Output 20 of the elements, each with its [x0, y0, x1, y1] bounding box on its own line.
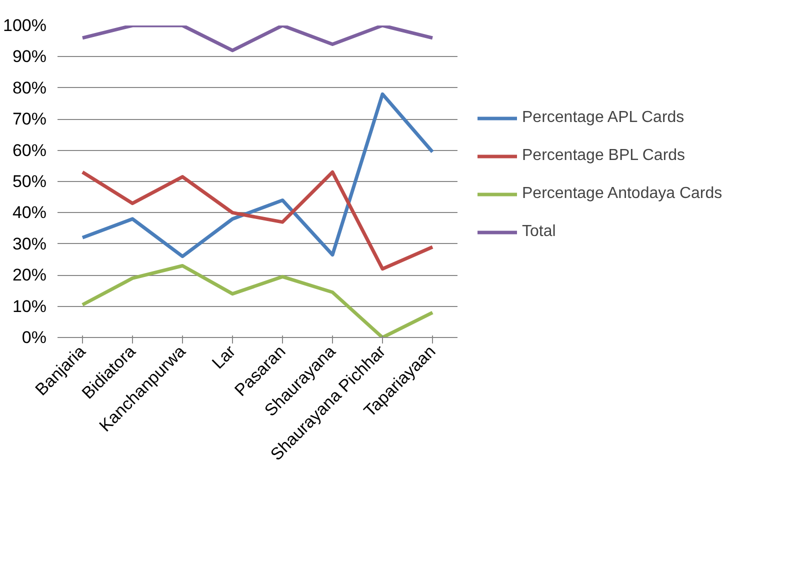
y-tick-label: 10%: [12, 296, 47, 316]
legend-label: Percentage Antodaya Cards: [522, 184, 722, 202]
y-tick-label: 30%: [12, 234, 47, 254]
y-tick-label: 20%: [12, 266, 47, 285]
line-series: [80, 170, 434, 271]
legend-label: Percentage BPL Cards: [522, 146, 686, 164]
line-series: [80, 92, 434, 258]
line-series: [80, 264, 434, 338]
y-tick-label: 80%: [12, 78, 47, 98]
legend-label: Total: [522, 222, 556, 240]
y-tick-label: 70%: [12, 110, 47, 129]
line-series: [80, 26, 434, 52]
x-tick-label: Lar: [208, 342, 240, 373]
y-tick-label: 60%: [12, 140, 47, 160]
y-tick-label: 50%: [12, 172, 47, 191]
y-tick-label: 90%: [12, 47, 47, 66]
y-tick-label: 0%: [22, 328, 47, 347]
y-tick-label: 40%: [12, 203, 47, 222]
y-tick-label: 100%: [3, 16, 47, 35]
legend-label: Percentage APL Cards: [522, 108, 684, 126]
